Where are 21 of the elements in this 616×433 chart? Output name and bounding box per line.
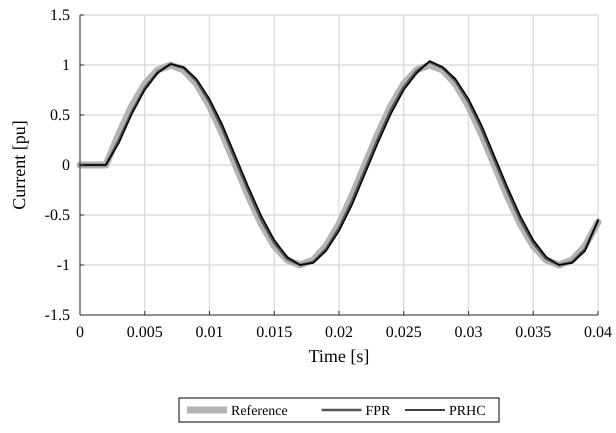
x-tick-label: 0.04 bbox=[584, 324, 612, 341]
y-tick-label: -1 bbox=[56, 257, 70, 274]
x-tick-label: 0.025 bbox=[386, 324, 422, 341]
x-tick-label: 0.005 bbox=[126, 324, 163, 341]
x-tick-label: 0.035 bbox=[515, 324, 552, 341]
legend-label: FPR bbox=[366, 404, 392, 419]
y-tick-label: 0.5 bbox=[50, 107, 70, 124]
x-axis-title: Time [s] bbox=[308, 346, 370, 366]
y-tick-label: 0 bbox=[62, 157, 70, 174]
x-tick-label: 0.03 bbox=[454, 324, 482, 341]
y-axis-title: Current [pu] bbox=[9, 120, 29, 210]
legend-label: Reference bbox=[231, 404, 288, 419]
legend-label: PRHC bbox=[449, 404, 486, 419]
y-tick-label: 1 bbox=[62, 57, 70, 74]
x-tick-label: 0 bbox=[76, 324, 84, 341]
x-tick-label: 0.02 bbox=[325, 324, 353, 341]
y-tick-label: 1.5 bbox=[50, 7, 70, 24]
y-tick-label: -1.5 bbox=[44, 307, 70, 324]
x-tick-label: 0.01 bbox=[196, 324, 224, 341]
x-tick-label: 0.015 bbox=[256, 324, 292, 341]
y-tick-label: -0.5 bbox=[44, 207, 70, 224]
